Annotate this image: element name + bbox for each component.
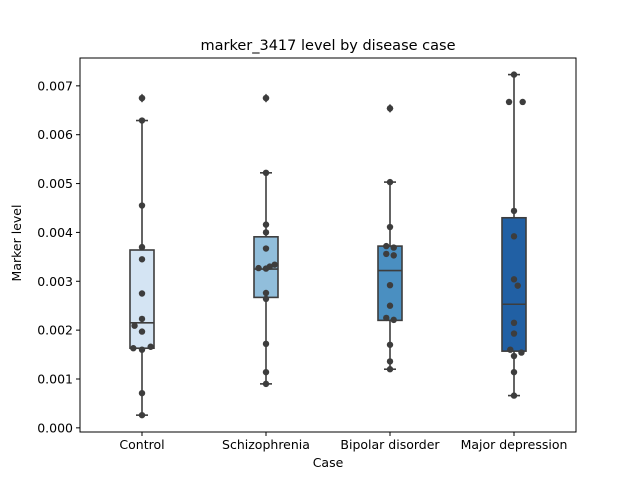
y-tick-label-5: 0.005 — [37, 176, 73, 191]
chart-title: marker_3417 level by disease case — [201, 38, 456, 54]
data-point-bipolar-disorder-4 — [390, 244, 397, 251]
plot-area — [129, 71, 527, 419]
x-tick-label-major-depression: Major depression — [461, 437, 568, 452]
data-point-major-depression-1 — [505, 98, 513, 106]
data-point-bipolar-disorder-8 — [386, 302, 394, 309]
y-tick-label-4: 0.004 — [37, 225, 73, 240]
data-point-control-9 — [147, 343, 154, 350]
data-point-control-1 — [138, 117, 146, 124]
data-point-major-depression-7 — [510, 319, 518, 327]
data-point-control-13 — [138, 411, 146, 419]
data-point-schizophrenia-9 — [262, 289, 270, 297]
x-tick-label-bipolar-disorder: Bipolar disorder — [340, 437, 440, 452]
data-point-bipolar-disorder-10 — [390, 316, 397, 324]
y-tick-label-3: 0.003 — [37, 274, 73, 289]
data-point-major-depression-6 — [514, 282, 521, 289]
data-point-major-depression-10 — [518, 349, 525, 356]
data-point-major-depression-5 — [510, 276, 518, 283]
x-tick-label-schizophrenia: Schizophrenia — [222, 437, 310, 452]
y-tick-label-1: 0.001 — [37, 371, 73, 386]
y-tick-label-2: 0.002 — [37, 323, 73, 338]
data-point-schizophrenia-2 — [262, 221, 270, 228]
data-point-schizophrenia-11 — [262, 340, 270, 348]
data-point-control-5 — [138, 290, 146, 297]
axes-frame — [79, 57, 577, 433]
box-major-depression — [501, 216, 527, 352]
x-axis-label: Case — [313, 455, 344, 470]
data-point-bipolar-disorder-7 — [386, 281, 394, 289]
data-point-schizophrenia-5 — [271, 261, 278, 268]
data-point-major-depression-2 — [519, 98, 526, 106]
data-point-schizophrenia-1 — [262, 169, 270, 177]
data-point-schizophrenia-3 — [262, 229, 270, 236]
data-point-major-depression-0 — [510, 71, 518, 78]
data-point-control-7 — [131, 322, 138, 329]
data-point-control-8 — [138, 328, 146, 335]
data-point-major-depression-9 — [507, 346, 514, 353]
axes: 0.000 0.001 0.002 0.003 0.004 0.005 0.006 0.007… — [37, 57, 577, 452]
data-point-bipolar-disorder-5 — [383, 250, 390, 258]
y-tick-label-6: 0.006 — [37, 127, 73, 142]
data-point-bipolar-disorder-11 — [386, 341, 394, 348]
y-tick-label-0: 0.000 — [37, 420, 73, 435]
data-point-schizophrenia-13 — [262, 380, 270, 388]
data-point-schizophrenia-8 — [262, 265, 270, 272]
data-point-control-10 — [130, 345, 137, 352]
data-point-bipolar-disorder-6 — [390, 252, 397, 259]
y-tick-label-7: 0.007 — [37, 78, 73, 93]
data-point-control-4 — [138, 256, 146, 263]
data-point-schizophrenia-10 — [262, 295, 270, 303]
data-point-schizophrenia-12 — [262, 368, 270, 376]
data-point-major-depression-8 — [510, 330, 518, 337]
data-point-control-12 — [138, 389, 146, 397]
data-point-bipolar-disorder-2 — [386, 223, 394, 231]
data-point-major-depression-11 — [510, 352, 518, 360]
data-point-control-2 — [138, 202, 146, 209]
data-point-control-3 — [138, 243, 146, 251]
data-point-bipolar-disorder-9 — [383, 314, 390, 322]
data-point-major-depression-12 — [510, 368, 518, 376]
data-point-major-depression-13 — [510, 392, 518, 399]
data-point-bipolar-disorder-1 — [386, 178, 394, 186]
y-axis-label: Marker level — [9, 205, 24, 282]
data-point-schizophrenia-7 — [255, 264, 262, 272]
data-point-bipolar-disorder-3 — [383, 242, 390, 250]
data-point-control-0 — [138, 94, 146, 102]
x-tick-label-control: Control — [119, 437, 164, 452]
data-point-control-6 — [138, 315, 146, 323]
data-point-bipolar-disorder-12 — [386, 358, 394, 365]
data-point-major-depression-4 — [510, 233, 518, 240]
data-point-schizophrenia-4 — [262, 245, 270, 252]
data-point-bipolar-disorder-13 — [386, 366, 394, 373]
data-point-major-depression-3 — [510, 207, 518, 215]
data-point-control-11 — [138, 346, 146, 353]
data-point-bipolar-disorder-0 — [386, 105, 394, 112]
data-point-schizophrenia-0 — [262, 94, 270, 102]
